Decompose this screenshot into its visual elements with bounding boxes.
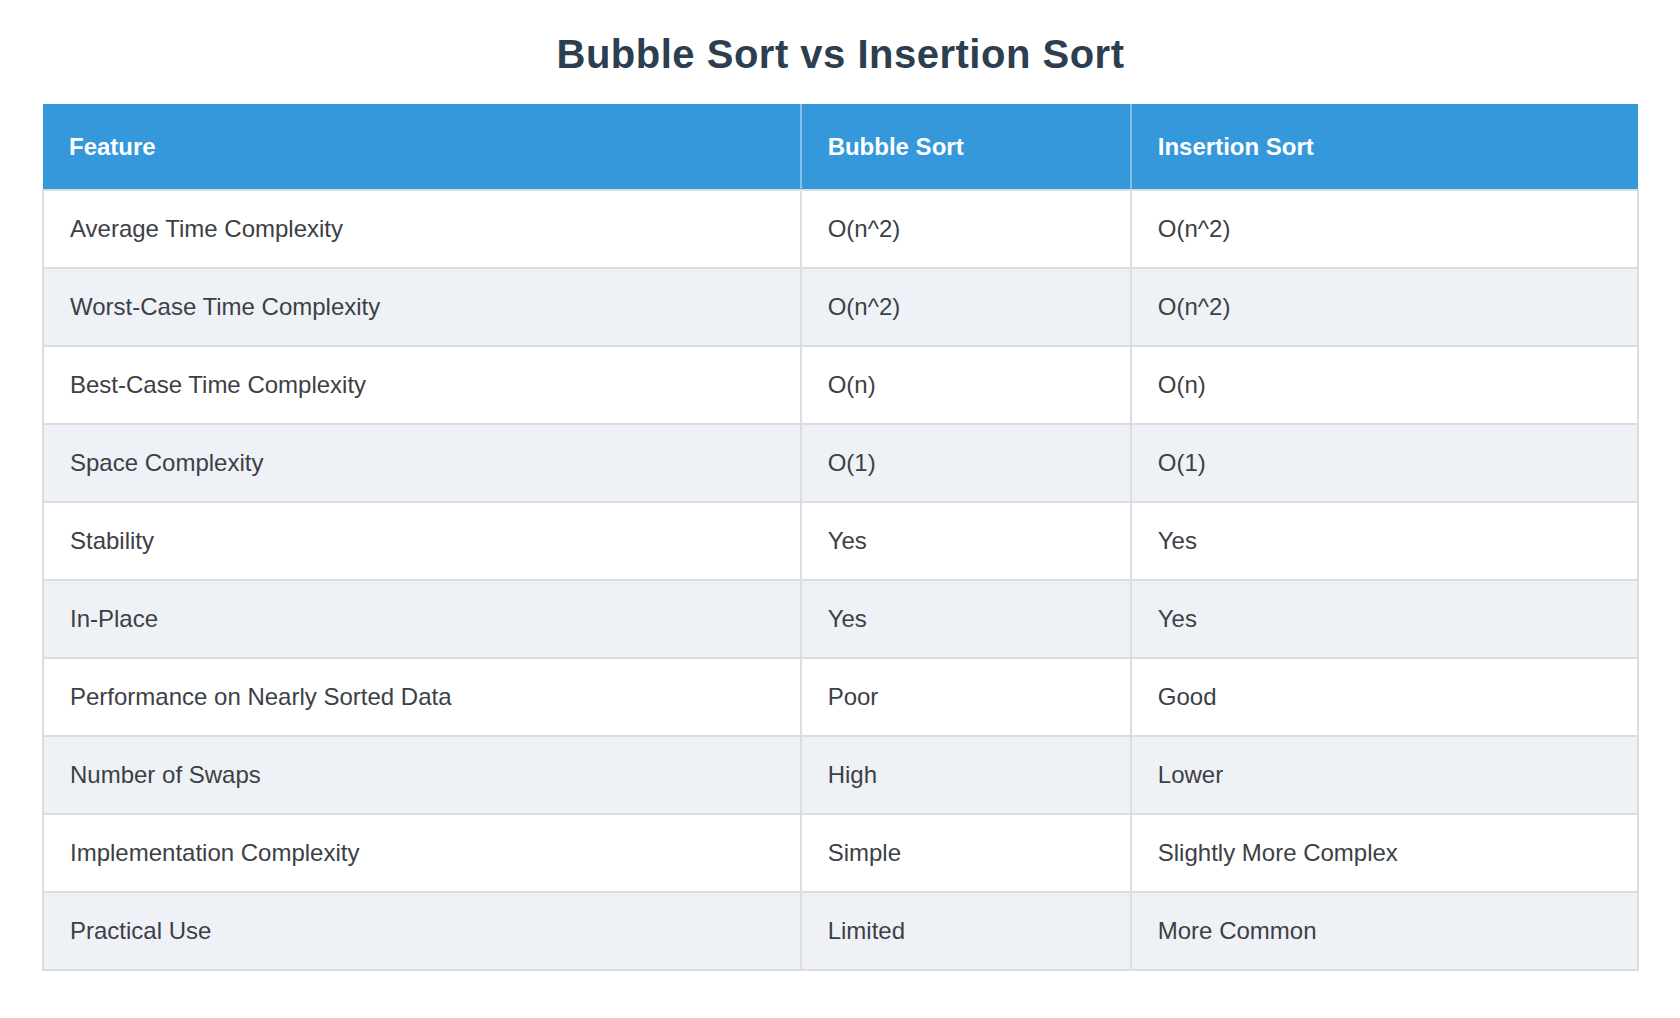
bubble-sort-cell: O(n) — [801, 346, 1131, 424]
table-row: Performance on Nearly Sorted Data Poor G… — [43, 658, 1638, 736]
page: Bubble Sort vs Insertion Sort Feature Bu… — [0, 0, 1680, 971]
page-title: Bubble Sort vs Insertion Sort — [42, 30, 1639, 78]
bubble-sort-cell: High — [801, 736, 1131, 814]
bubble-sort-cell: Poor — [801, 658, 1131, 736]
feature-cell: In-Place — [43, 580, 801, 658]
column-header-feature: Feature — [43, 104, 801, 190]
insertion-sort-cell: O(n^2) — [1131, 268, 1638, 346]
table-header-row: Feature Bubble Sort Insertion Sort — [43, 104, 1638, 190]
feature-cell: Stability — [43, 502, 801, 580]
feature-cell: Performance on Nearly Sorted Data — [43, 658, 801, 736]
table-row: Average Time Complexity O(n^2) O(n^2) — [43, 190, 1638, 268]
insertion-sort-cell: Good — [1131, 658, 1638, 736]
feature-cell: Practical Use — [43, 892, 801, 970]
insertion-sort-cell: Slightly More Complex — [1131, 814, 1638, 892]
table-row: Practical Use Limited More Common — [43, 892, 1638, 970]
bubble-sort-cell: O(n^2) — [801, 268, 1131, 346]
feature-cell: Worst-Case Time Complexity — [43, 268, 801, 346]
feature-cell: Space Complexity — [43, 424, 801, 502]
table-row: Stability Yes Yes — [43, 502, 1638, 580]
column-header-bubble-sort: Bubble Sort — [801, 104, 1131, 190]
table-row: In-Place Yes Yes — [43, 580, 1638, 658]
table-row: Space Complexity O(1) O(1) — [43, 424, 1638, 502]
insertion-sort-cell: O(n^2) — [1131, 190, 1638, 268]
insertion-sort-cell: Yes — [1131, 580, 1638, 658]
insertion-sort-cell: Yes — [1131, 502, 1638, 580]
feature-cell: Average Time Complexity — [43, 190, 801, 268]
feature-cell: Implementation Complexity — [43, 814, 801, 892]
table-row: Number of Swaps High Lower — [43, 736, 1638, 814]
bubble-sort-cell: Simple — [801, 814, 1131, 892]
comparison-table: Feature Bubble Sort Insertion Sort Avera… — [42, 104, 1639, 971]
table-body: Average Time Complexity O(n^2) O(n^2) Wo… — [43, 190, 1638, 970]
insertion-sort-cell: More Common — [1131, 892, 1638, 970]
table-row: Best-Case Time Complexity O(n) O(n) — [43, 346, 1638, 424]
feature-cell: Number of Swaps — [43, 736, 801, 814]
table-row: Implementation Complexity Simple Slightl… — [43, 814, 1638, 892]
insertion-sort-cell: O(n) — [1131, 346, 1638, 424]
bubble-sort-cell: O(1) — [801, 424, 1131, 502]
bubble-sort-cell: Limited — [801, 892, 1131, 970]
column-header-insertion-sort: Insertion Sort — [1131, 104, 1638, 190]
bubble-sort-cell: O(n^2) — [801, 190, 1131, 268]
bubble-sort-cell: Yes — [801, 580, 1131, 658]
bubble-sort-cell: Yes — [801, 502, 1131, 580]
insertion-sort-cell: O(1) — [1131, 424, 1638, 502]
table-row: Worst-Case Time Complexity O(n^2) O(n^2) — [43, 268, 1638, 346]
insertion-sort-cell: Lower — [1131, 736, 1638, 814]
feature-cell: Best-Case Time Complexity — [43, 346, 801, 424]
